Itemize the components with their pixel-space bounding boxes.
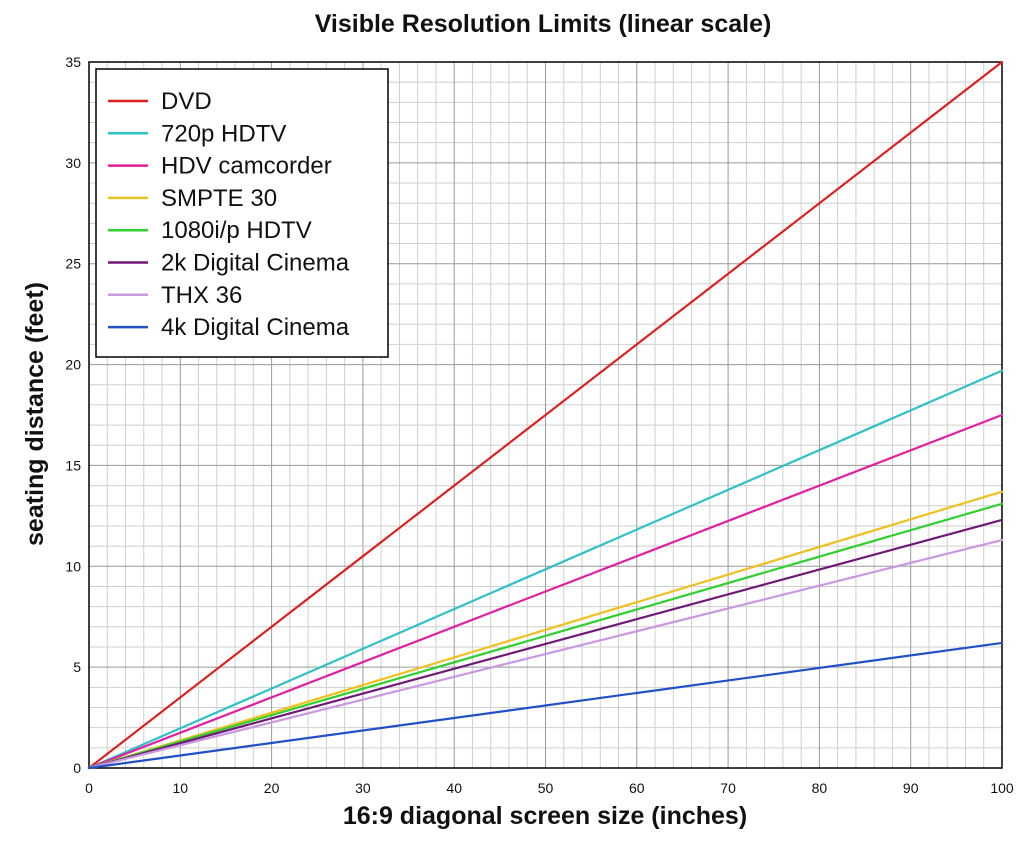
series-line-720p-hdtv — [87, 369, 1004, 770]
legend-box — [95, 68, 389, 358]
y-tick-label: 15 — [65, 457, 81, 473]
y-tick-label: 0 — [73, 760, 81, 776]
legend-label-4k-digital-cinema: 4k Digital Cinema — [161, 314, 350, 341]
x-tick-label: 100 — [990, 780, 1014, 796]
y-tick-label: 20 — [65, 357, 81, 373]
series-line-2k-digital-cinema — [87, 518, 1004, 770]
legend-label-2k-digital-cinema: 2k Digital Cinema — [161, 250, 350, 277]
y-tick-label: 25 — [65, 256, 81, 272]
legend-label-hdv-camcorder: HDV camcorder — [161, 153, 332, 180]
x-axis-label: 16:9 diagonal screen size (inches) — [343, 802, 747, 830]
legend-label-thx-36: THX 36 — [161, 282, 242, 309]
x-tick-label: 90 — [903, 780, 919, 796]
legend-label-1080i-p-hdtv: 1080i/p HDTV — [161, 217, 312, 244]
y-tick-label: 30 — [65, 155, 81, 171]
series-lines — [87, 60, 1004, 770]
series-line-4k-digital-cinema — [87, 641, 1004, 770]
x-tick-label: 40 — [446, 780, 462, 796]
y-tick-label: 10 — [65, 558, 81, 574]
series-line-smpte-30 — [87, 490, 1004, 770]
x-tick-label: 80 — [812, 780, 828, 796]
x-tick-label: 60 — [629, 780, 645, 796]
legend-items: DVD 720p HDTV HDV camcorder SMPTE 30 1080i/p… — [108, 88, 350, 341]
y-tick-label: 35 — [65, 54, 81, 70]
x-tick-label: 30 — [355, 780, 371, 796]
x-tick-label: 20 — [264, 780, 280, 796]
series-line-hdv-camcorder — [87, 413, 1004, 770]
legend-label-720p-hdtv: 720p HDTV — [161, 120, 286, 147]
x-tick-label: 10 — [173, 780, 189, 796]
y-axis-ticks: 0 5 10 15 20 25 30 35 — [65, 54, 81, 776]
y-tick-label: 5 — [73, 659, 81, 675]
chart-title: Visible Resolution Limits (linear scale) — [315, 10, 772, 38]
y-axis-label: seating distance (feet) — [21, 282, 49, 546]
legend-label-smpte-30: SMPTE 30 — [161, 185, 277, 212]
x-tick-label: 70 — [720, 780, 736, 796]
legend: DVD 720p HDTV HDV camcorder SMPTE 30 1080i/p… — [95, 68, 389, 358]
x-axis-ticks: 0 10 20 30 40 50 60 70 80 90 100 — [85, 780, 1014, 796]
x-tick-label: 0 — [85, 780, 93, 796]
x-tick-label: 50 — [538, 780, 554, 796]
series-line-thx-36 — [87, 538, 1004, 770]
series-line-1080i-p-hdtv — [87, 502, 1004, 770]
legend-label-dvd: DVD — [161, 88, 212, 115]
series-line-dvd — [87, 60, 1004, 770]
